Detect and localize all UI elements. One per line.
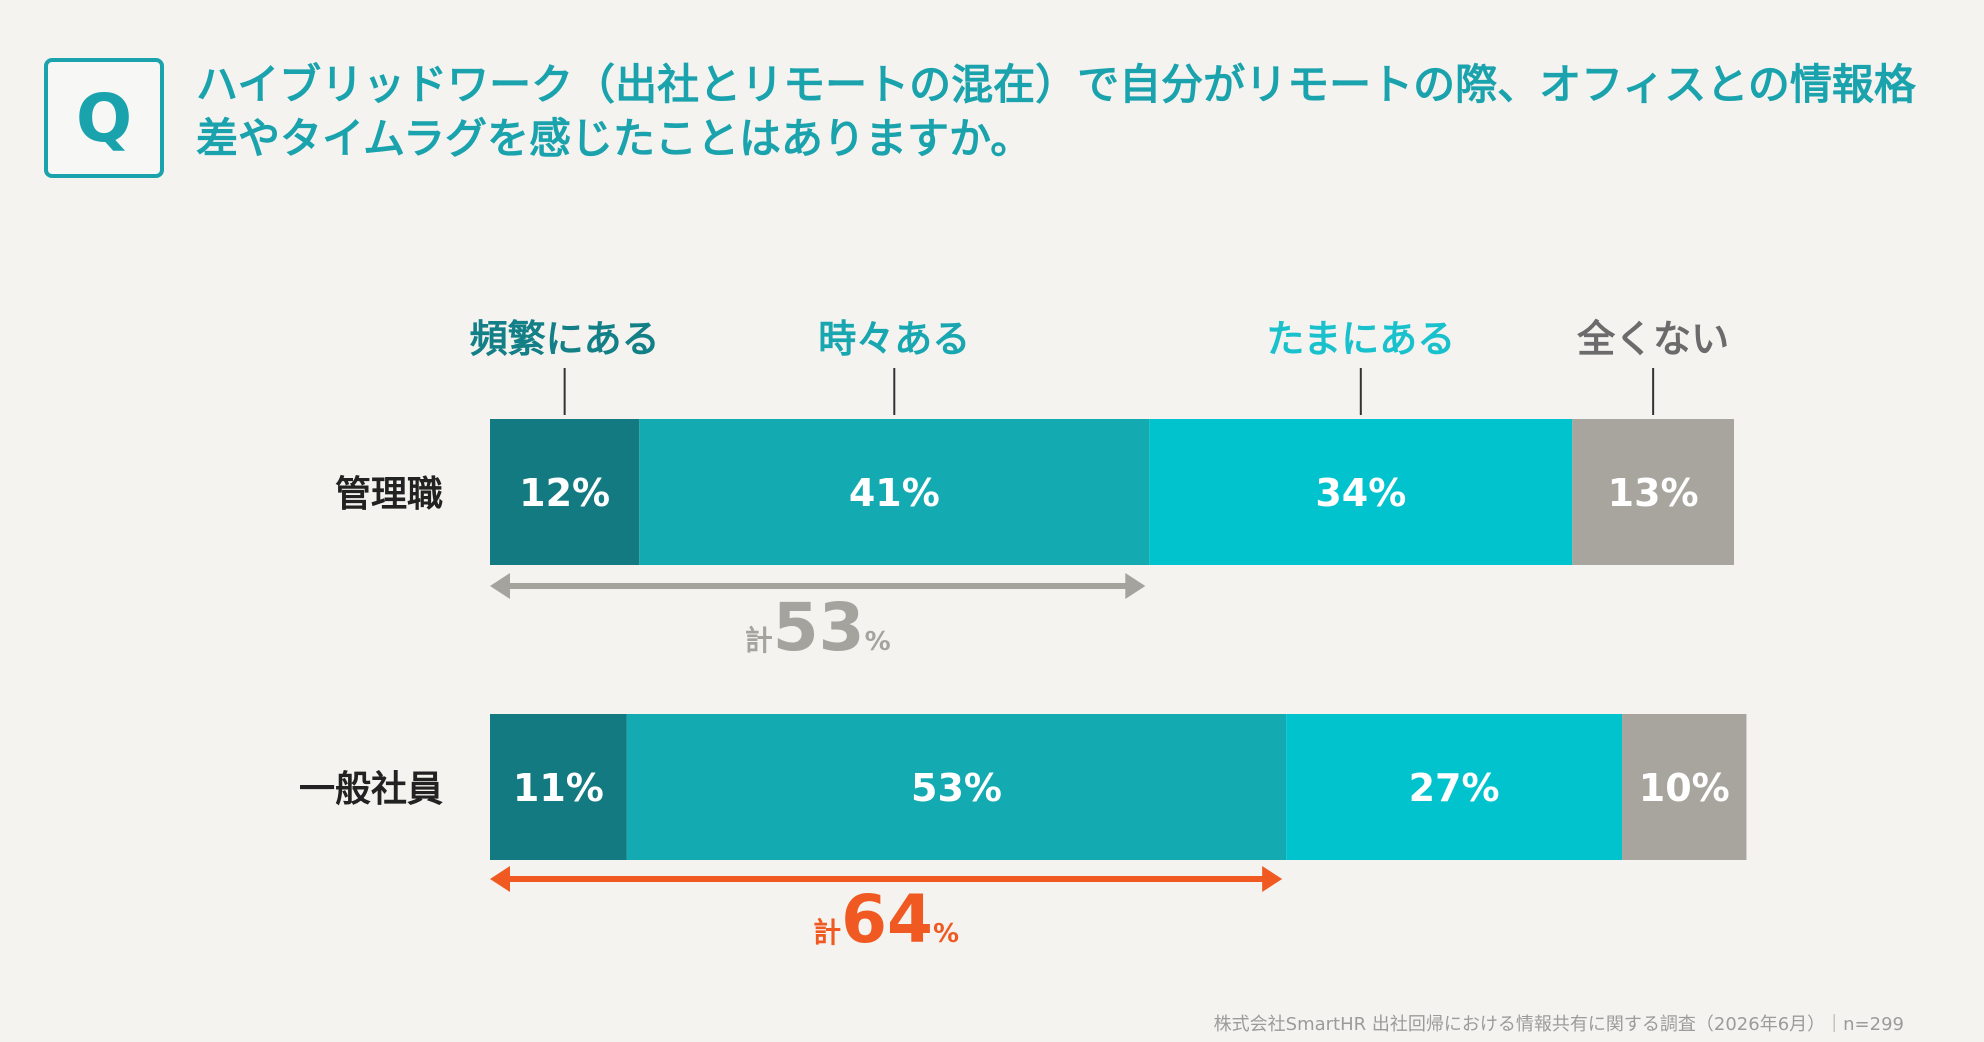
data-label: 27%	[1409, 766, 1500, 810]
legend-label: 頻繁にある	[470, 317, 660, 361]
legend-label: 全くない	[1576, 317, 1729, 361]
data-label: 53%	[911, 766, 1002, 810]
total-label: 計64%	[813, 881, 959, 958]
bar-segment	[1149, 419, 1573, 565]
legend-label: 時々ある	[818, 317, 970, 361]
bar-segment	[490, 419, 640, 565]
bar-segment	[626, 714, 1287, 860]
bar-segment	[1286, 714, 1623, 860]
question-badge: Q	[44, 58, 164, 178]
bar-segment	[1572, 419, 1734, 565]
data-label: 34%	[1315, 471, 1406, 515]
bar-segment	[1622, 714, 1747, 860]
total-arrow-head-left	[490, 866, 510, 892]
question-text: ハイブリッドワーク（出社とリモートの混在）で自分がリモートの際、オフィスとの情報…	[196, 60, 1916, 163]
source-note: 株式会社SmartHR 出社回帰における情報共有に関する調査（2026年6月）｜…	[1213, 1014, 1904, 1035]
total-arrow-head-right	[1125, 573, 1146, 599]
total-arrow-head-left	[490, 573, 510, 599]
data-label: 11%	[513, 766, 604, 810]
bar-segment	[639, 419, 1150, 565]
data-label: 13%	[1608, 471, 1699, 515]
data-label: 10%	[1639, 766, 1730, 810]
total-label: 計53%	[745, 589, 891, 666]
category-label: 管理職	[335, 474, 443, 515]
data-label: 12%	[519, 471, 610, 515]
category-label: 一般社員	[299, 769, 443, 810]
data-label: 41%	[849, 471, 940, 515]
legend-label: たまにある	[1266, 317, 1455, 361]
total-arrow-head-right	[1262, 866, 1283, 892]
bar-segment	[490, 714, 627, 860]
